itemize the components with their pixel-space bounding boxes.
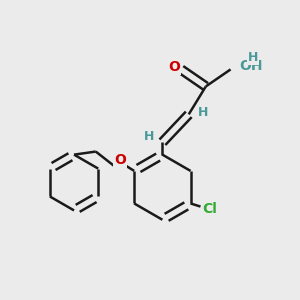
Text: O: O (114, 153, 126, 167)
Text: H: H (248, 50, 258, 64)
Text: O: O (168, 60, 180, 74)
Text: H: H (197, 106, 208, 119)
Text: OH: OH (239, 59, 263, 73)
Text: H: H (144, 130, 154, 143)
Text: Cl: Cl (202, 202, 217, 216)
